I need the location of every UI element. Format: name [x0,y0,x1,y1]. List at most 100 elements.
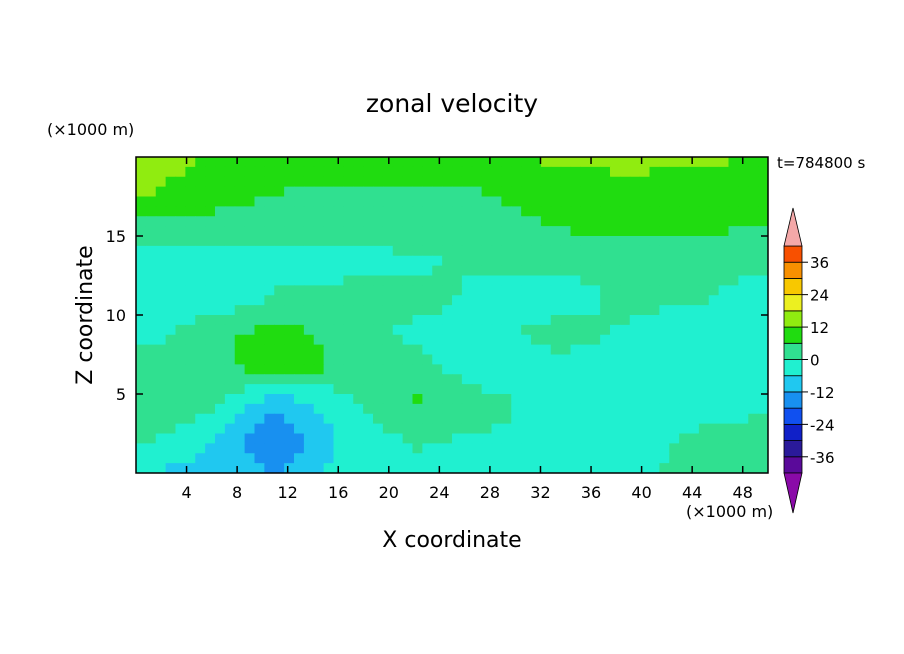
field-cell [461,315,473,326]
field-cell [629,403,641,415]
field-cell [738,226,749,237]
field-cell [205,324,216,336]
field-cell [234,344,246,356]
field-cell [570,176,581,188]
field-cell [412,364,423,375]
field-cell [175,295,186,306]
field-cell [738,453,749,464]
field-cell [610,275,621,286]
field-cell [165,344,177,356]
field-cell [679,433,690,444]
field-cell [294,384,305,395]
field-cell [590,433,601,444]
field-cell [550,433,562,444]
field-cell [501,453,512,464]
field-cell [343,305,354,316]
field-cell [284,354,295,365]
field-cell [728,364,739,375]
field-cell [264,403,275,415]
field-cell [501,374,512,385]
field-cell [363,315,374,326]
field-cell [195,226,206,237]
field-cell [382,176,394,188]
field-cell [619,354,631,365]
field-cell [540,423,552,435]
field-cell [659,157,670,168]
field-cell [748,453,759,464]
field-cell [155,354,167,365]
field-cell [165,403,177,415]
field-cell [274,295,285,306]
field-cell [422,423,433,435]
field-cell [195,354,206,365]
field-cell [669,186,680,198]
field-cell [471,423,483,435]
field-cell [669,443,680,454]
field-cell [600,403,611,415]
field-cell [294,374,305,385]
field-cell [215,265,226,277]
field-cell [521,236,532,247]
field-cell [560,384,572,395]
field-cell [185,354,196,365]
field-cell [452,344,463,356]
field-cell [570,265,581,277]
field-cell [758,157,768,168]
field-cell [708,423,720,435]
field-cell [570,315,581,326]
field-cell [343,236,354,247]
field-cell [175,245,186,257]
field-cell [224,206,236,217]
field-cell [511,384,522,395]
field-cell [284,236,295,247]
field-cell [728,413,739,425]
field-cell [698,275,710,286]
field-cell [708,255,720,267]
field-cell [175,453,186,464]
field-cell [669,157,680,168]
field-cell [195,324,206,336]
field-cell [215,157,226,168]
field-cell [195,176,206,188]
field-cell [669,295,680,306]
field-cell [748,305,759,316]
field-cell [718,403,730,415]
field-cell [333,384,344,395]
field-cell [679,295,690,306]
field-cell [531,236,542,247]
field-cell [402,443,414,454]
field-cell [234,384,246,395]
field-cell [382,255,394,267]
field-cell [649,443,660,454]
field-cell [215,285,226,296]
field-cell [521,216,532,227]
field-cell [303,157,315,168]
field-cell [461,226,473,237]
field-cell [264,245,275,257]
field-cell [590,443,601,454]
field-cell [422,453,433,464]
field-cell [373,157,384,168]
field-cell [481,433,493,444]
field-cell [619,176,631,188]
chart-title: zonal velocity [366,89,538,118]
field-cell [600,255,611,267]
field-cell [412,315,423,326]
field-cell [649,176,660,188]
field-cell [452,275,463,286]
field-cell [224,463,236,473]
field-cell [195,236,206,247]
field-cell [452,226,463,237]
field-cell [461,236,473,247]
field-cell [580,236,591,247]
field-cell [254,166,265,178]
field-cell [175,334,186,346]
field-cell [531,453,542,464]
field-cell [294,354,305,365]
field-cell [501,265,512,277]
field-cell [215,384,226,395]
field-cell [590,226,601,237]
field-cell [728,315,739,326]
field-cell [452,423,463,435]
field-cell [234,285,246,296]
